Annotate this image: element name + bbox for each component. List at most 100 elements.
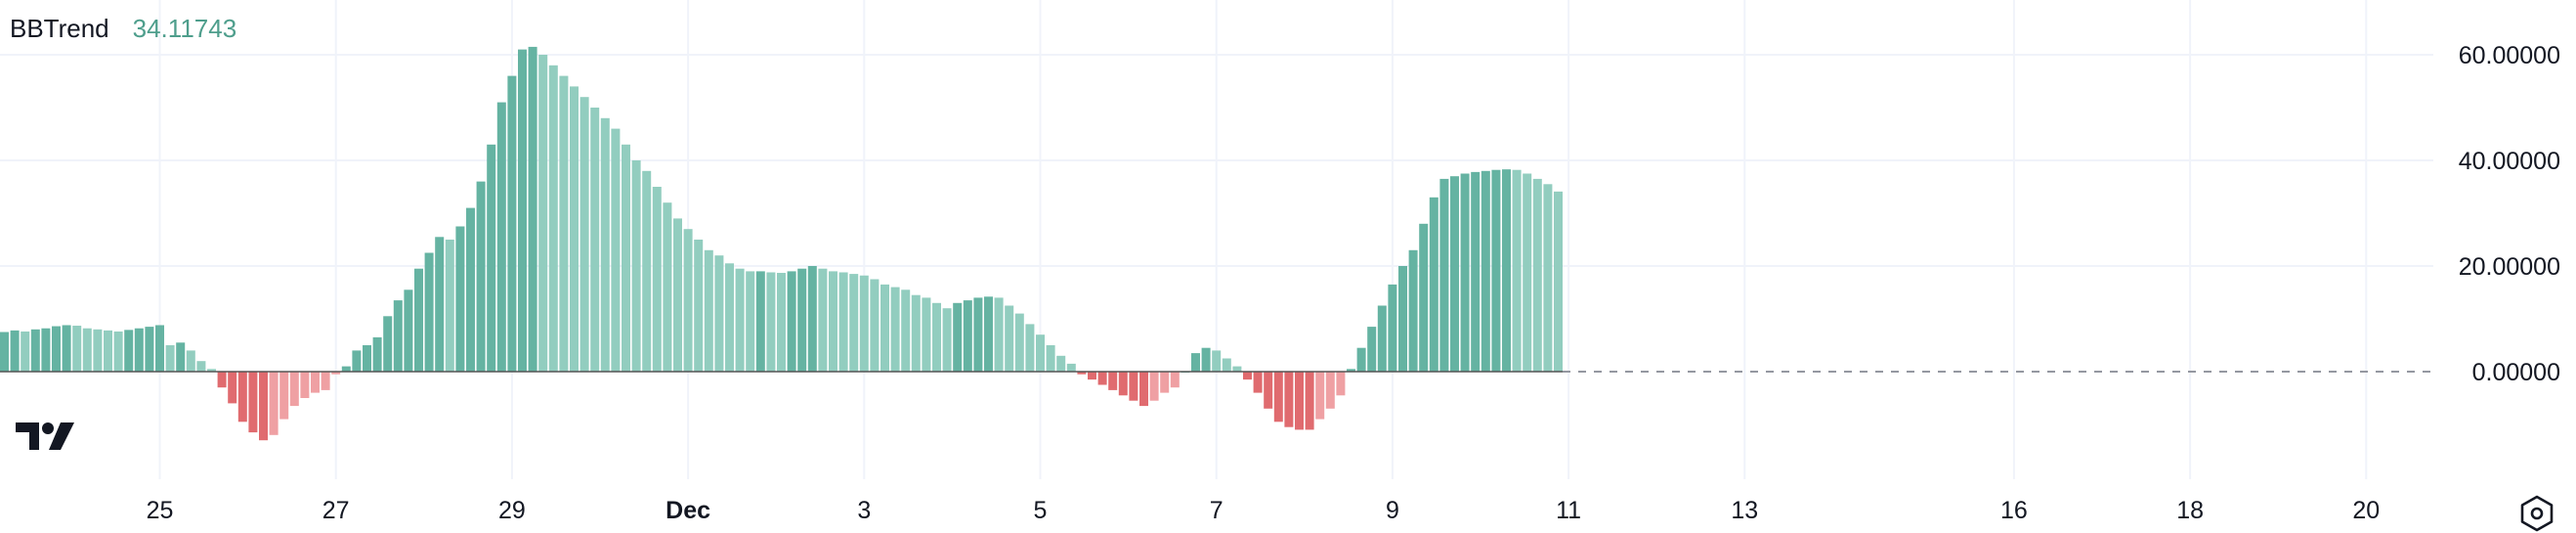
histogram-bar (1471, 171, 1481, 372)
histogram-bar (10, 330, 20, 372)
histogram-bar (393, 300, 403, 372)
histogram-bar (663, 202, 672, 372)
histogram-bar (818, 268, 828, 372)
histogram-bar (93, 329, 103, 372)
histogram-bar (1149, 372, 1159, 401)
histogram-bar (207, 369, 216, 372)
x-tick-label: 13 (1731, 497, 1758, 524)
histogram-bar (0, 332, 9, 372)
histogram-bar (1066, 363, 1076, 372)
histogram-bar (1243, 372, 1252, 380)
histogram-bar (622, 144, 630, 372)
histogram-bar (1502, 169, 1511, 372)
histogram-bar (984, 296, 993, 372)
histogram-bar (1347, 369, 1355, 372)
histogram-bar (1439, 178, 1449, 372)
histogram-bar (487, 144, 496, 372)
settings-hexagon-icon[interactable] (2517, 494, 2556, 533)
histogram-bar (631, 160, 641, 372)
histogram-bar (300, 372, 310, 398)
histogram-bar (496, 102, 506, 372)
histogram-bar (580, 97, 589, 372)
histogram-bar (1222, 358, 1231, 372)
histogram-bar (880, 284, 889, 372)
histogram-bar (1077, 372, 1087, 375)
histogram-bar (372, 336, 382, 372)
histogram-bar (1088, 372, 1096, 380)
histogram-bar (1160, 372, 1170, 393)
x-tick-label: 16 (2000, 497, 2028, 524)
histogram-bar (466, 207, 475, 372)
x-tick-label: 5 (1034, 497, 1048, 524)
histogram-bar (424, 252, 434, 372)
histogram-bar (1264, 372, 1273, 409)
x-tick-label: Dec (665, 497, 710, 524)
x-tick-label: 11 (1556, 497, 1581, 524)
histogram-bar (228, 372, 237, 404)
time-axis[interactable]: 25 27 29 Dec 3 5 7 9 11 13 16 18 20 (147, 497, 2381, 524)
histogram-bar (1543, 184, 1553, 372)
histogram-bar (755, 271, 765, 372)
histogram-bar (787, 271, 796, 372)
histogram-bar (1253, 372, 1263, 393)
price-axis[interactable]: 60.00000 40.00000 20.00000 0.00000 (2459, 42, 2560, 386)
histogram-bar (1139, 372, 1148, 407)
x-tick-label: 29 (498, 497, 526, 524)
histogram-bar (279, 372, 289, 420)
histogram-bar (538, 55, 548, 372)
histogram-bar (838, 272, 848, 372)
histogram-bar (942, 308, 952, 372)
histogram-bar (1429, 197, 1438, 372)
histogram-bar (1388, 284, 1397, 372)
y-tick-label: 0.00000 (2472, 359, 2560, 386)
histogram-bar (1356, 347, 1366, 372)
histogram-bar (973, 297, 983, 372)
histogram-bar (1305, 372, 1314, 430)
histogram-bar (145, 327, 154, 372)
histogram-bar (911, 294, 921, 372)
histogram-bar (1532, 178, 1542, 372)
histogram-bar (1108, 372, 1118, 390)
histogram-bar (311, 372, 320, 393)
histogram-bar (363, 345, 371, 372)
histogram-bar (600, 117, 610, 373)
histogram-bar (953, 302, 963, 372)
tradingview-logo-icon[interactable] (14, 421, 76, 454)
histogram-bar (30, 329, 40, 372)
x-tick-label: 9 (1386, 497, 1399, 524)
histogram-bar (476, 181, 486, 372)
grid-lines (0, 0, 2433, 479)
histogram-bar (1005, 305, 1014, 372)
histogram-bar (331, 372, 341, 375)
histogram-bar (766, 272, 776, 372)
histogram-bar (341, 366, 351, 372)
x-tick-label: 18 (2176, 497, 2204, 524)
histogram-bar (1512, 169, 1522, 372)
histogram-bar (165, 345, 175, 372)
histogram-bar (849, 274, 859, 372)
histogram-bar (1056, 355, 1066, 372)
histogram-bar (52, 326, 61, 372)
histogram-bar (104, 330, 112, 372)
histogram-bar (383, 316, 393, 372)
histogram-bar (1284, 372, 1294, 427)
x-tick-label: 27 (322, 497, 350, 524)
histogram-bar (570, 86, 579, 373)
indicator-legend[interactable]: BBTrend 34.11743 (10, 14, 236, 44)
histogram-bar (1201, 347, 1211, 372)
histogram-bar (217, 372, 227, 388)
histogram-bar (548, 65, 558, 373)
x-tick-label: 3 (857, 497, 871, 524)
histogram-bar (1046, 345, 1055, 372)
histogram-bar (746, 271, 755, 372)
histogram-bar (176, 342, 186, 372)
histogram-bar (559, 75, 569, 372)
histogram-bar (683, 229, 693, 372)
histogram-bar (124, 330, 134, 372)
histogram-bar (1170, 372, 1180, 388)
histogram-bar (1232, 366, 1242, 372)
histogram-bar (714, 255, 724, 372)
histogram-bar (1097, 372, 1107, 385)
histogram-bar (507, 75, 517, 372)
